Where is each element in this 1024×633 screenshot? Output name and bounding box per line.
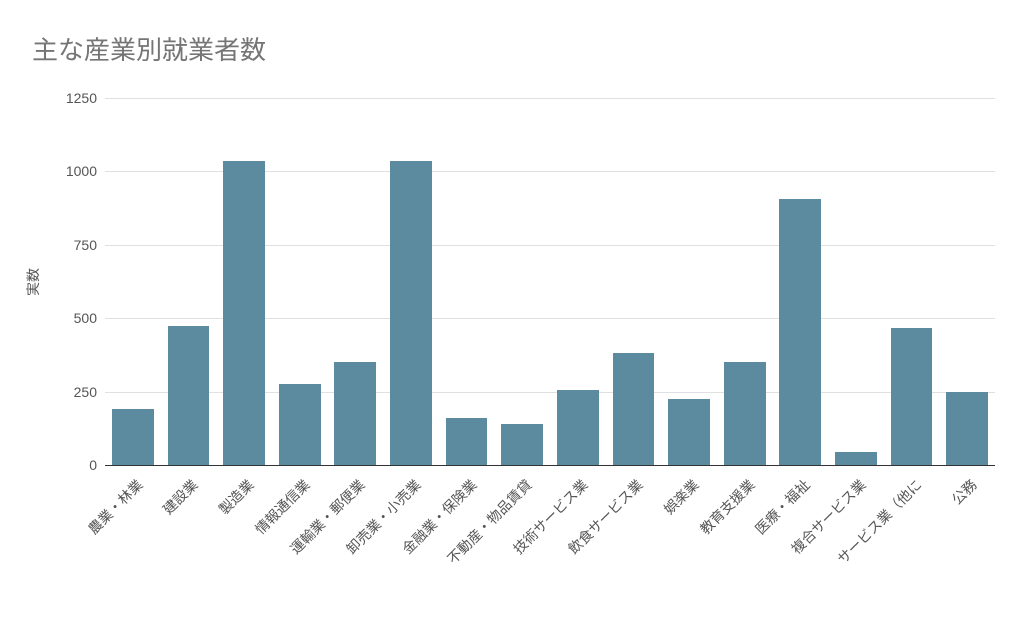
y-tick-label: 250 — [74, 384, 97, 400]
bar — [390, 161, 432, 465]
y-tick-label: 750 — [74, 237, 97, 253]
bar — [112, 409, 154, 465]
y-axis-label: 実数 — [23, 252, 43, 312]
bar — [279, 384, 321, 465]
chart-title: 主な産業別就業者数 — [32, 30, 266, 67]
y-tick-label: 1250 — [66, 90, 97, 106]
bar — [891, 328, 933, 465]
bar — [223, 161, 265, 465]
bar — [779, 199, 821, 465]
bar — [668, 399, 710, 465]
chart-container: 主な産業別就業者数 実数 025050075010001250農業・林業建設業製… — [0, 0, 1024, 633]
bar — [446, 418, 488, 465]
bar — [168, 326, 210, 465]
bar — [334, 362, 376, 465]
y-tick-label: 0 — [89, 457, 97, 473]
bar — [613, 353, 655, 465]
x-axis-baseline — [105, 465, 995, 466]
plot-area: 025050075010001250農業・林業建設業製造業情報通信業運輸業・郵便… — [105, 98, 995, 465]
bar — [501, 424, 543, 465]
bar — [835, 452, 877, 465]
gridline — [105, 98, 995, 99]
bar — [724, 362, 766, 465]
bar — [557, 390, 599, 465]
y-tick-label: 500 — [74, 310, 97, 326]
bar — [946, 392, 988, 465]
y-tick-label: 1000 — [66, 163, 97, 179]
